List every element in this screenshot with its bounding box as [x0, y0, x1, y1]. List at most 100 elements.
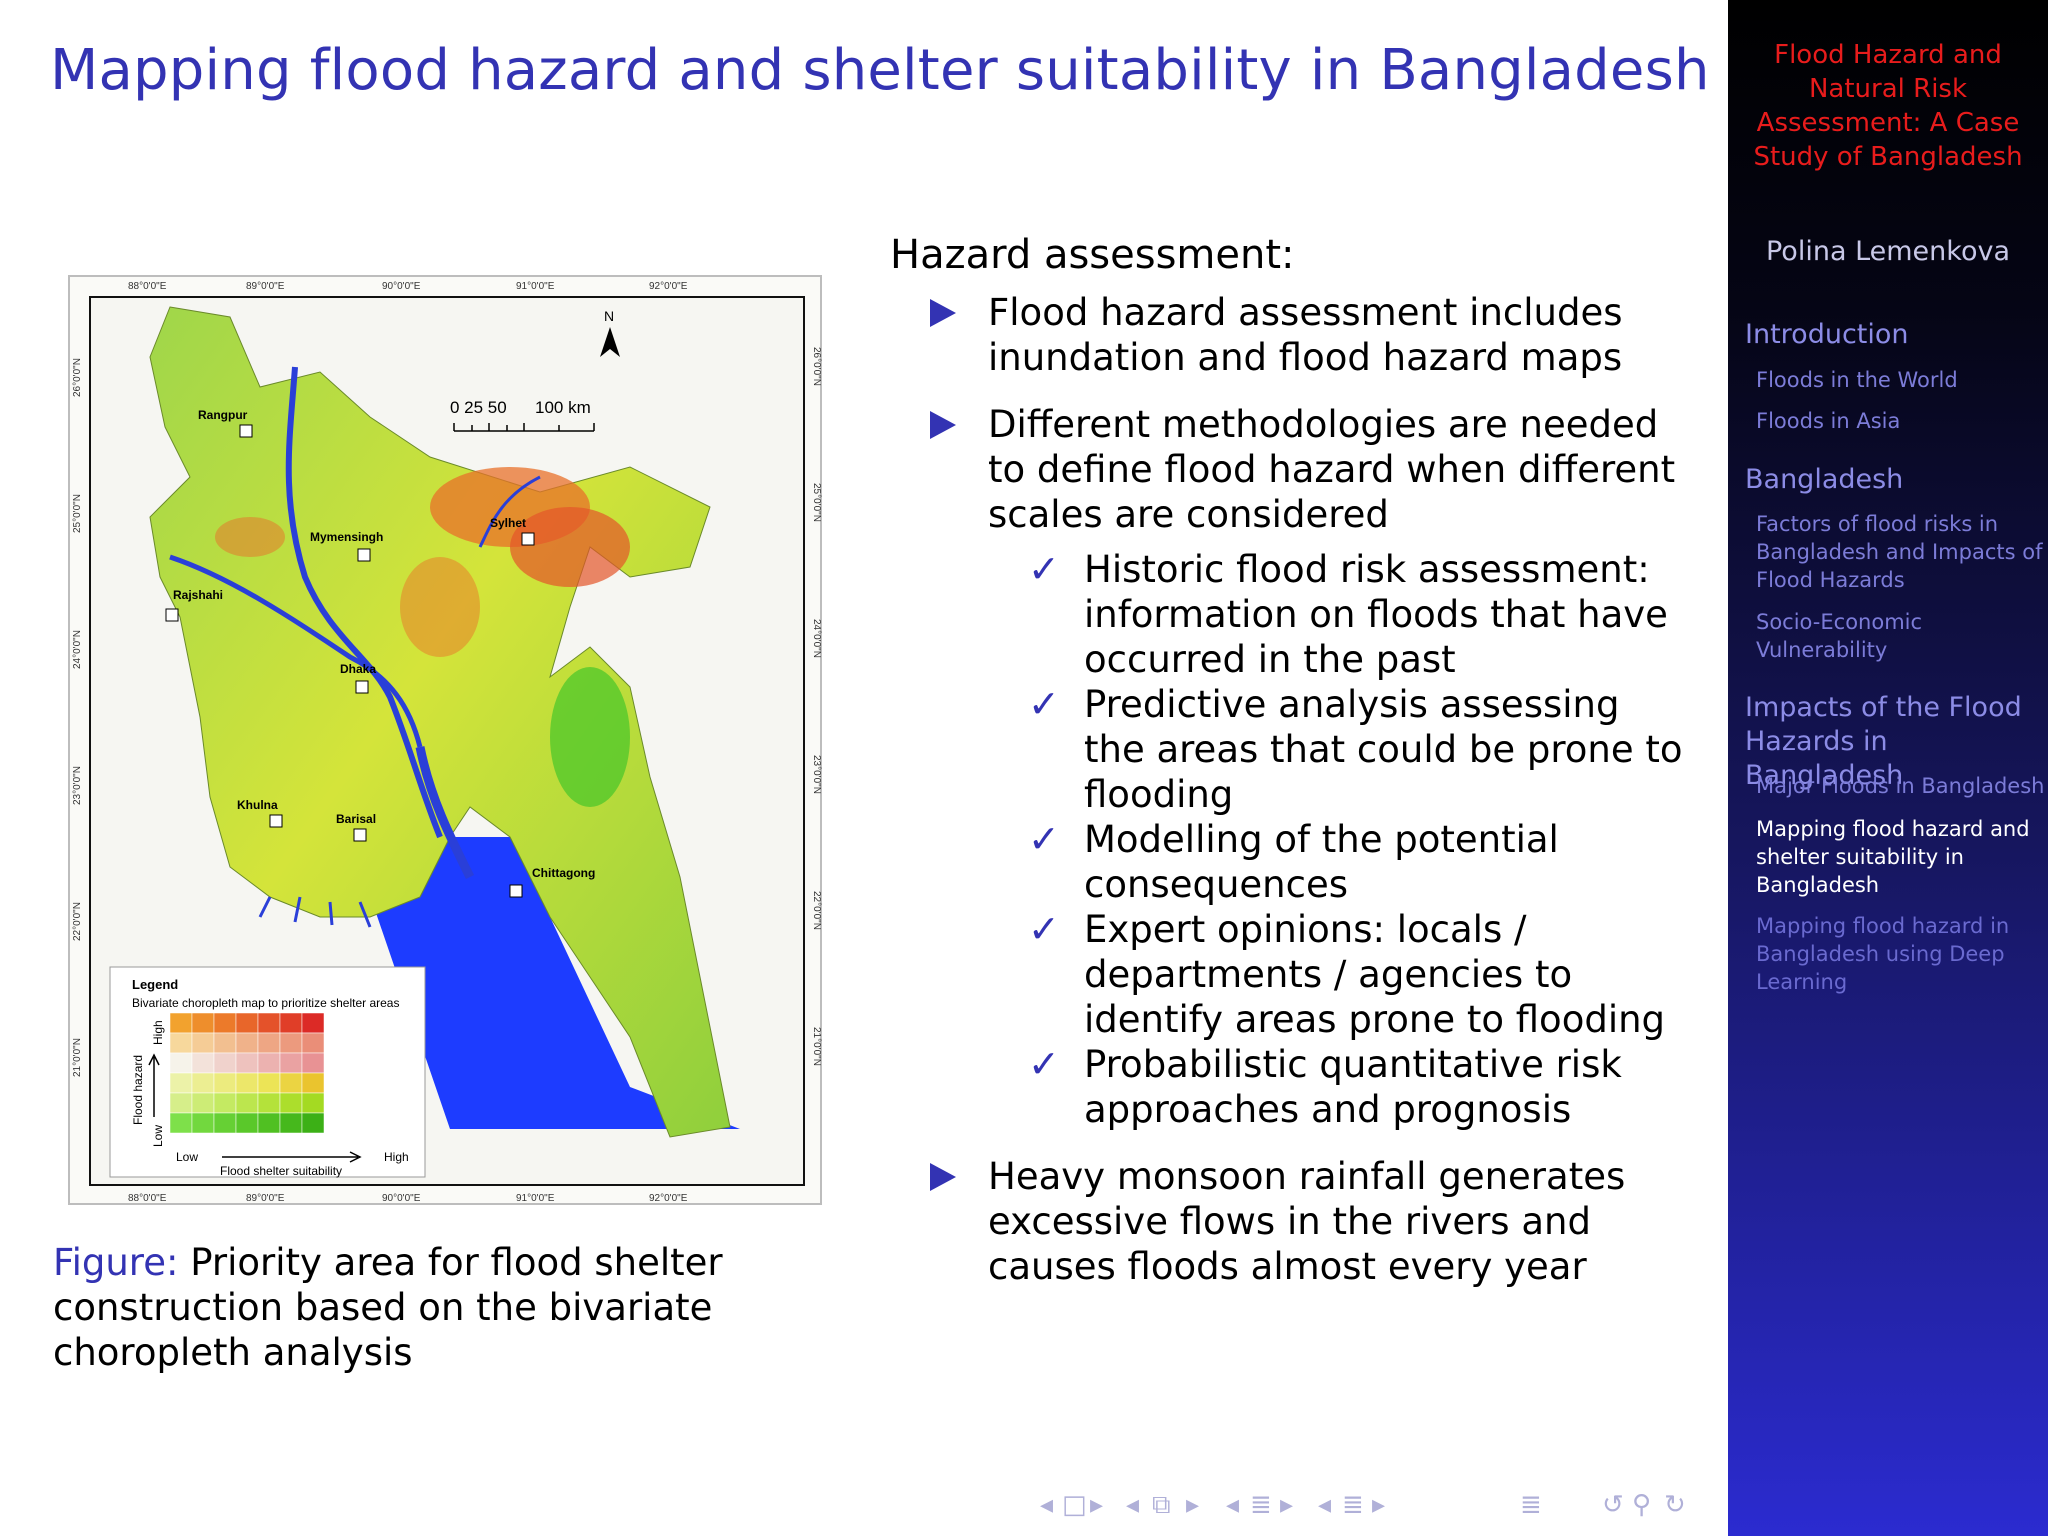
forward-icon[interactable]: ↻ — [1664, 1490, 1686, 1520]
toc-icon[interactable]: ≣ — [1520, 1490, 1542, 1520]
caption-label: Figure: — [53, 1241, 179, 1284]
sidebar-item-floods-asia[interactable]: Floods in Asia — [1756, 409, 1901, 433]
nav-prev-icon[interactable]: ◂ — [1126, 1490, 1140, 1520]
legend-title: Legend — [132, 977, 178, 992]
bullet-item: Heavy monsoon rainfall generates excessi… — [930, 1154, 1690, 1289]
legend-cell — [257, 1032, 281, 1054]
checkmark-icon: ✓ — [1028, 682, 1060, 726]
lon-tick: 89°0'0"E — [246, 281, 285, 292]
lon-tick: 92°0'0"E — [649, 281, 688, 292]
legend-y-arrow — [148, 1053, 160, 1117]
checkmark-icon: ✓ — [1028, 817, 1060, 861]
search-icon[interactable]: ⚲ — [1632, 1490, 1652, 1520]
lon-tick: 92°0'0"E — [649, 1193, 688, 1204]
legend-cell — [257, 1012, 281, 1034]
legend-cell — [301, 1012, 325, 1034]
sub-bullet-list: ✓ Historic flood risk assessment: informa… — [1028, 547, 1690, 1132]
frame-icon[interactable]: ⧉ — [1152, 1490, 1171, 1520]
legend-cell — [213, 1072, 237, 1094]
navigation-bar: ◂ □ ▸ ◂ ⧉ ▸ ◂ ≣ ▸ ◂ ≣ ▸ ≣ ↺ ⚲ ↻ — [1040, 1490, 1720, 1522]
legend-cell — [279, 1112, 303, 1134]
bullet-item: Different methodologies are needed to de… — [930, 402, 1690, 1132]
legend-cell — [191, 1032, 215, 1054]
lon-tick: 91°0'0"E — [516, 1193, 555, 1204]
sidebar-item-current[interactable]: Mapping flood hazard and shelter suitabi… — [1756, 817, 2030, 897]
sub-bullet-text: Predictive analysis assessing the areas … — [1084, 683, 1683, 816]
nav-next-icon[interactable]: ▸ — [1372, 1490, 1386, 1520]
sidebar-item-major-floods[interactable]: Major Floods in Bangladesh — [1756, 774, 2045, 798]
legend-cell — [213, 1012, 237, 1034]
lat-tick: 26°0'0"N — [72, 358, 83, 397]
legend-cell — [279, 1032, 303, 1054]
lat-tick: 23°0'0"N — [811, 755, 822, 794]
sidebar-title[interactable]: Flood Hazard and Natural Risk Assessment… — [1753, 40, 2023, 172]
city-marker — [357, 548, 371, 562]
city-label: Mymensingh — [310, 530, 383, 544]
lon-tick: 90°0'0"E — [382, 1193, 421, 1204]
sidebar-item-floods-world[interactable]: Floods in the World — [1756, 368, 1958, 392]
bullet-triangle-icon — [930, 299, 956, 327]
sidebar-section-introduction[interactable]: Introduction — [1745, 319, 1909, 350]
bullet-text: Heavy monsoon rainfall generates excessi… — [988, 1155, 1626, 1288]
slide-icon[interactable]: □ — [1062, 1490, 1087, 1520]
legend-cell — [191, 1092, 215, 1114]
legend-cell — [235, 1112, 259, 1134]
legend-cell — [257, 1072, 281, 1094]
legend-cell — [301, 1032, 325, 1054]
nav-prev-icon[interactable]: ◂ — [1318, 1490, 1332, 1520]
legend-cell — [213, 1092, 237, 1114]
sidebar-item-deep-learning[interactable]: Mapping flood hazard in Bangladesh using… — [1756, 914, 2010, 994]
hazard-zone — [215, 517, 285, 557]
jamuna-river — [285, 366, 443, 839]
lon-tick: 88°0'0"E — [128, 281, 167, 292]
back-icon[interactable]: ↺ — [1602, 1490, 1624, 1520]
subsection-icon[interactable]: ≣ — [1250, 1490, 1272, 1520]
bangladesh-map: 88°0'0"E 89°0'0"E 90°0'0"E 91°0'0"E 92°0… — [72, 281, 822, 1204]
sidebar-section-impacts[interactable]: Impacts of the Flood Hazards in Banglade… — [1745, 692, 2022, 791]
sidebar-item-vulnerability[interactable]: Socio-Economic Vulnerability — [1756, 610, 1923, 662]
city-marker — [269, 814, 283, 828]
legend-cell — [257, 1092, 281, 1114]
lat-tick: 26°0'0"N — [811, 347, 822, 386]
page-title: Mapping flood hazard and shelter suitabi… — [50, 38, 1710, 103]
legend-cell — [257, 1112, 281, 1134]
section-icon[interactable]: ≣ — [1342, 1490, 1364, 1520]
bullet-text: Flood hazard assessment includes inundat… — [988, 291, 1623, 379]
legend-cell — [191, 1072, 215, 1094]
nav-next-icon[interactable]: ▸ — [1280, 1490, 1294, 1520]
nav-next-icon[interactable]: ▸ — [1090, 1490, 1104, 1520]
legend-cell — [191, 1112, 215, 1134]
slide: Mapping flood hazard and shelter suitabi… — [50, 38, 1720, 1522]
hazard-zone — [400, 557, 480, 657]
sub-bullet-text: Modelling of the potential consequences — [1084, 818, 1559, 906]
checkmark-icon: ✓ — [1028, 547, 1060, 591]
meghna-estuary — [415, 746, 475, 880]
nav-prev-icon[interactable]: ◂ — [1226, 1490, 1240, 1520]
bullet-item: Flood hazard assessment includes inundat… — [930, 290, 1690, 380]
sidebar-section-bangladesh[interactable]: Bangladesh — [1745, 464, 1904, 495]
legend-cell — [279, 1052, 303, 1074]
lat-tick: 24°0'0"N — [811, 619, 822, 658]
city-label: Sylhet — [490, 516, 526, 530]
nav-next-icon[interactable]: ▸ — [1186, 1490, 1200, 1520]
lat-tick: 25°0'0"N — [811, 483, 822, 522]
scale-label: 100 km — [535, 398, 591, 417]
legend-cell — [235, 1092, 259, 1114]
legend-cell — [301, 1052, 325, 1074]
legend-cell — [235, 1072, 259, 1094]
sidebar-item-factors[interactable]: Factors of flood risks in Bangladesh and… — [1756, 512, 2043, 592]
bullet-text: Different methodologies are needed to de… — [988, 403, 1676, 536]
legend-cell — [213, 1052, 237, 1074]
city-label: Chittagong — [532, 866, 595, 880]
lat-tick: 23°0'0"N — [72, 766, 83, 805]
bullet-triangle-icon — [930, 1163, 956, 1191]
content-block: Hazard assessment: Flood hazard assessme… — [890, 232, 1690, 1311]
legend-cell — [191, 1012, 215, 1034]
legend-y-axis: Flood hazard — [131, 1055, 145, 1125]
city-marker — [355, 680, 369, 694]
sub-bullet-item: ✓ Historic flood risk assessment: informa… — [1028, 547, 1690, 682]
sub-bullet-text: Probabilistic quantitative risk approach… — [1084, 1043, 1622, 1131]
legend-y-high: High — [151, 1020, 165, 1045]
legend-cell — [279, 1012, 303, 1034]
nav-prev-icon[interactable]: ◂ — [1040, 1490, 1054, 1520]
